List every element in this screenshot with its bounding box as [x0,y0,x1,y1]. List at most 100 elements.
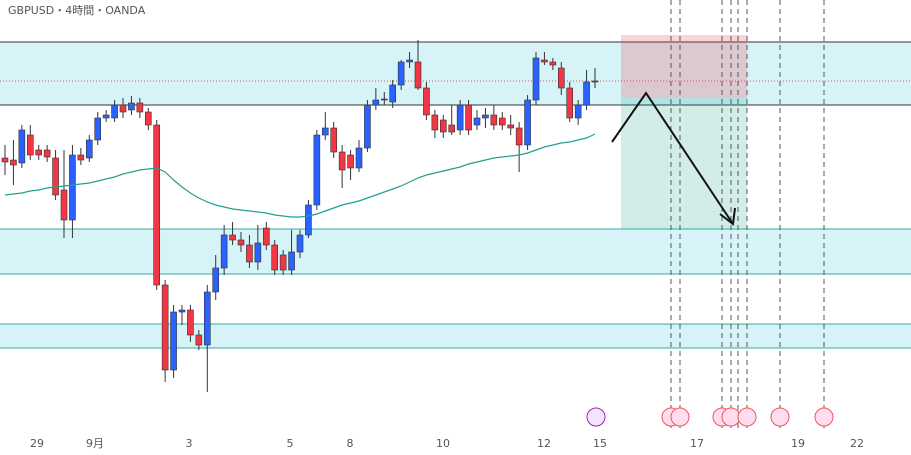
icon[interactable] [770,407,790,427]
x-tick-label: 22 [850,437,864,450]
x-tick-label: 9月 [86,437,104,450]
candle-body [52,157,59,196]
arrow-head [719,207,736,226]
x-tick-label: 3 [186,437,193,450]
candle-body [414,61,422,89]
chart-title: GBPUSD・4時間・OANDA [8,4,146,17]
candle-body [549,61,557,66]
candle-body [347,154,354,169]
candle-body [456,104,464,131]
candle-body [431,114,439,131]
candle-body [128,102,135,111]
icon[interactable] [670,407,690,427]
icon[interactable] [586,407,606,427]
candle-body [482,114,489,119]
candle-body [237,239,245,246]
zone [0,324,911,348]
candle-body [35,149,43,156]
candle-body [94,117,102,141]
candle-body [591,80,599,83]
candle-body [364,104,371,149]
candle-body [10,159,17,166]
candle-body [69,154,76,221]
candle-body [60,189,68,221]
candle-body [144,111,152,126]
candle-body [313,134,321,206]
candle-body [296,234,304,253]
candle-body [136,102,144,113]
candle-body [212,267,220,293]
x-tick-label: 29 [30,437,44,450]
candle-body [389,84,397,103]
candle-body [178,309,186,313]
icon[interactable] [721,407,741,427]
candle-body [85,139,93,159]
candle-body [18,129,26,164]
x-tick-label: 5 [287,437,294,450]
candle-body [406,59,413,63]
plot [1,40,599,392]
x-tick-label: 10 [436,437,450,450]
candle-body [330,127,338,153]
x-tick-label: 17 [690,437,704,450]
candle-body [448,124,456,133]
candle-body [583,81,590,106]
candle-body [423,87,430,116]
candle-body [439,119,447,133]
x-tick-label: 8 [347,437,354,450]
candle-body [77,154,85,161]
candle-body [161,284,169,371]
candle-body [229,234,236,241]
arrow [611,91,736,226]
background [0,35,911,349]
icon[interactable] [737,407,757,427]
candle-body [187,309,194,336]
candle-body [473,117,481,126]
x-tick-label: 19 [791,437,805,450]
candle-body [262,227,270,246]
x-tick-label: 15 [593,437,607,450]
candle-body [321,127,329,136]
candle-body [43,149,51,158]
candle-body [153,124,161,286]
candle-body [203,291,211,346]
candle-body [532,57,540,101]
candle-body [271,244,279,271]
x-tick-label: 12 [537,437,551,450]
candle-body [515,127,523,146]
target-zone [621,98,747,229]
candle-body [355,147,363,169]
candle-body [397,61,405,86]
candle-body [490,114,498,126]
candle-body [372,99,380,106]
candle-body [498,117,506,126]
candle-body [111,104,118,119]
candle-body [380,98,388,101]
candle-body [1,157,9,163]
candle-body [220,234,228,269]
candle-body [338,151,346,171]
candle-body [170,311,177,371]
candle-body [574,104,582,119]
candle-body [305,204,312,236]
icon[interactable] [814,407,834,427]
candle-body [102,114,110,119]
candle-body [507,124,515,129]
candle-body [541,59,548,63]
candle-body [26,134,34,156]
candle-body [524,99,531,146]
stop-zone [621,35,747,98]
candle-body [254,242,262,263]
candle-body [465,104,472,131]
candle-body [279,254,287,271]
moving-average [4,133,596,218]
arrow-path [611,91,734,225]
candle-body [557,67,565,89]
candle-body [119,104,127,113]
zone [0,229,911,274]
zone [0,42,911,105]
candle-body [566,87,574,119]
candle-body [195,334,203,346]
event-icons [586,407,834,427]
